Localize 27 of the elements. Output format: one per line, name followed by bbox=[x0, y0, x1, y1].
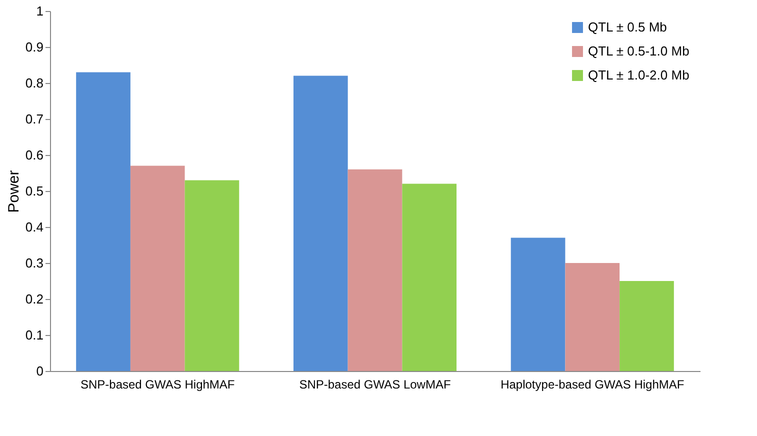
bar bbox=[184, 180, 240, 371]
y-tick-label: 0.3 bbox=[25, 256, 44, 270]
bar bbox=[130, 166, 185, 371]
x-tick-label: SNP-based GWAS HighMAF bbox=[80, 378, 235, 392]
bar bbox=[348, 169, 402, 371]
bar bbox=[76, 72, 130, 371]
y-tick-label: 0 bbox=[36, 364, 44, 378]
y-tick-label: 0.7 bbox=[25, 112, 44, 126]
y-axis-title: Power bbox=[5, 170, 22, 213]
bar bbox=[402, 184, 457, 371]
y-tick-label: 0.5 bbox=[25, 184, 44, 198]
legend-label: QTL ± 0.5 Mb bbox=[588, 20, 667, 34]
y-tick-label: 0.9 bbox=[25, 40, 44, 54]
y-tick-label: 0.1 bbox=[25, 328, 44, 342]
bar bbox=[620, 281, 674, 371]
x-tick-label: Haplotype-based GWAS HighMAF bbox=[500, 378, 684, 392]
bar bbox=[510, 238, 566, 371]
y-tick-label: 0.6 bbox=[25, 148, 44, 162]
y-tick-label: 0.8 bbox=[25, 76, 44, 90]
legend-label: QTL ± 1.0-2.0 Mb bbox=[588, 68, 690, 82]
legend-label: QTL ± 0.5-1.0 Mb bbox=[588, 44, 690, 58]
y-tick-label: 0.4 bbox=[25, 220, 44, 234]
x-tick-label: SNP-based GWAS LowMAF bbox=[299, 378, 451, 392]
y-tick-label: 1 bbox=[36, 4, 44, 18]
bar bbox=[293, 76, 348, 371]
bar bbox=[565, 263, 620, 371]
y-tick-label: 0.2 bbox=[25, 292, 44, 306]
